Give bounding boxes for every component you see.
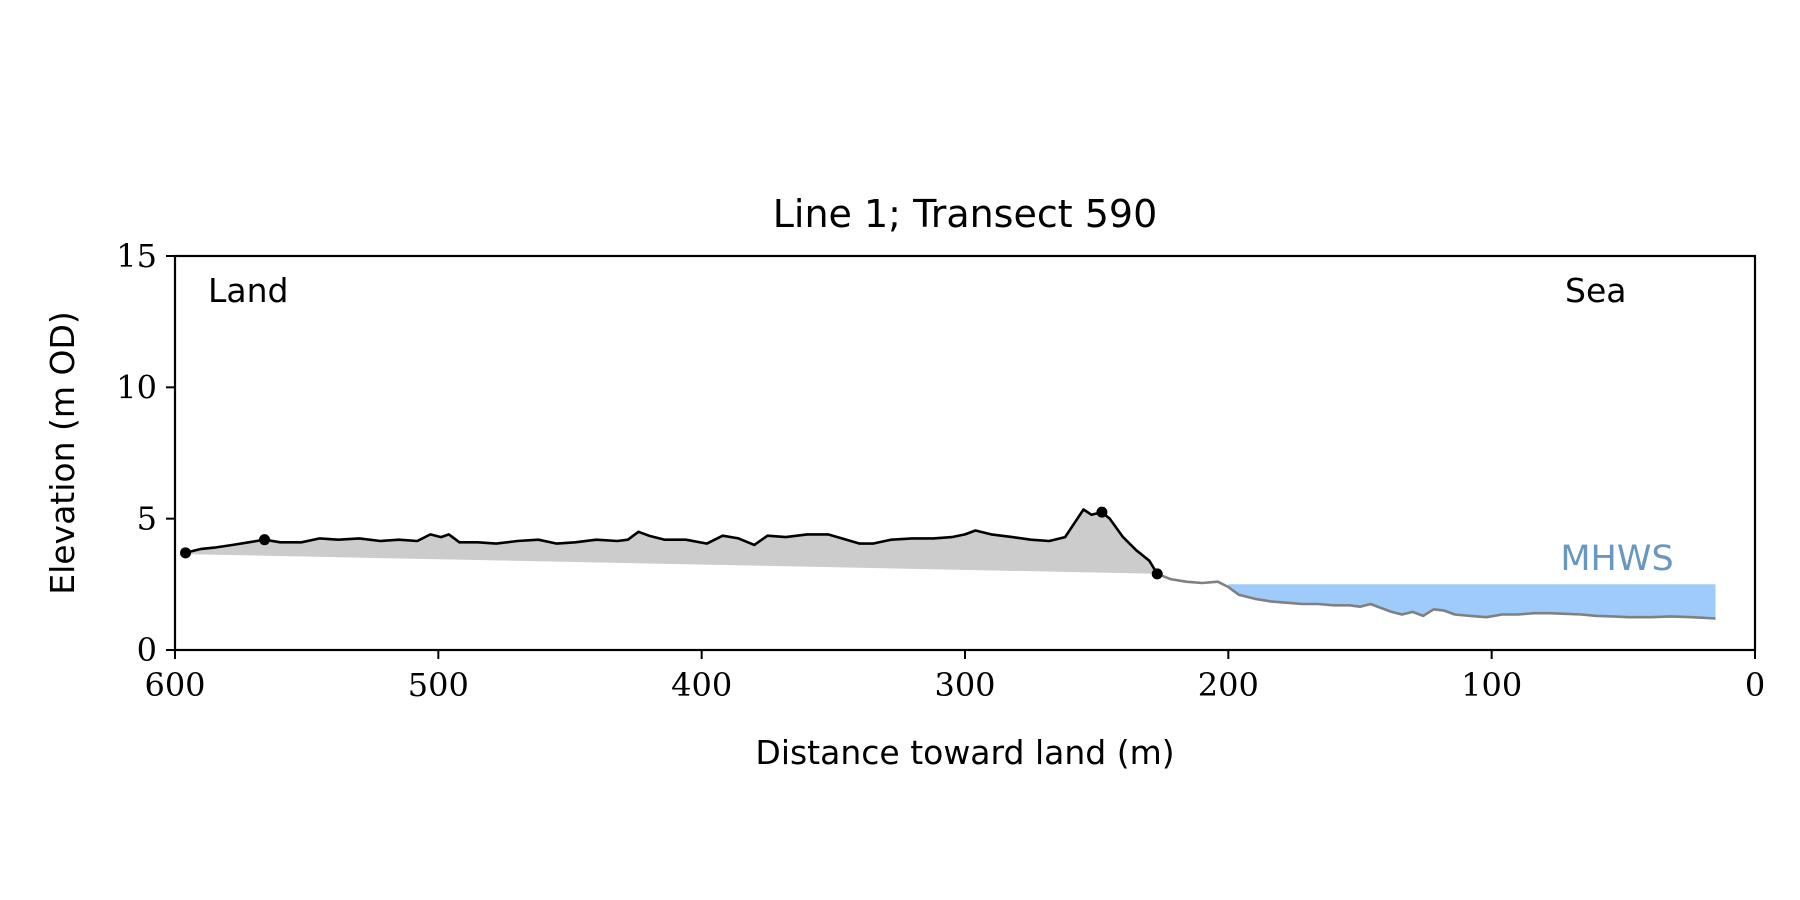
x-tick-label-400: 400 (671, 666, 732, 704)
y-tick-label-10: 10 (116, 368, 157, 406)
y-axis-label: Elevation (m OD) (43, 311, 82, 595)
profile-marker-1 (180, 547, 192, 559)
y-tick-label-5: 5 (137, 500, 157, 538)
x-axis-label: Distance toward land (m) (755, 733, 1174, 772)
x-tick-label-100: 100 (1461, 666, 1522, 704)
y-tick-label-0: 0 (137, 631, 157, 669)
mhws-water-fill (1228, 584, 1716, 619)
x-tick-label-500: 500 (408, 666, 469, 704)
shore-profile-line (1156, 572, 1716, 620)
profile-marker-2 (259, 534, 271, 546)
x-tick-label-600: 600 (144, 666, 205, 704)
x-tick-label-200: 200 (1198, 666, 1259, 704)
land-annotation: Land (208, 271, 288, 310)
profile-marker-3 (1096, 506, 1108, 518)
mhws-annotation: MHWS (1560, 539, 1673, 579)
x-tick-label-300: 300 (934, 666, 995, 704)
y-tick-label-15: 15 (116, 237, 157, 275)
ticks-layer: 600 500 400 300 200 100 0 0 5 10 15 (116, 237, 1765, 704)
plot-layer (180, 506, 1716, 620)
land-profile-line (185, 508, 1159, 575)
land-profile-fill (185, 509, 1158, 574)
sea-annotation: Sea (1565, 271, 1626, 310)
chart-title: Line 1; Transect 590 (773, 192, 1158, 236)
x-tick-label-0: 0 (1745, 666, 1765, 704)
profile-marker-4 (1151, 568, 1163, 580)
